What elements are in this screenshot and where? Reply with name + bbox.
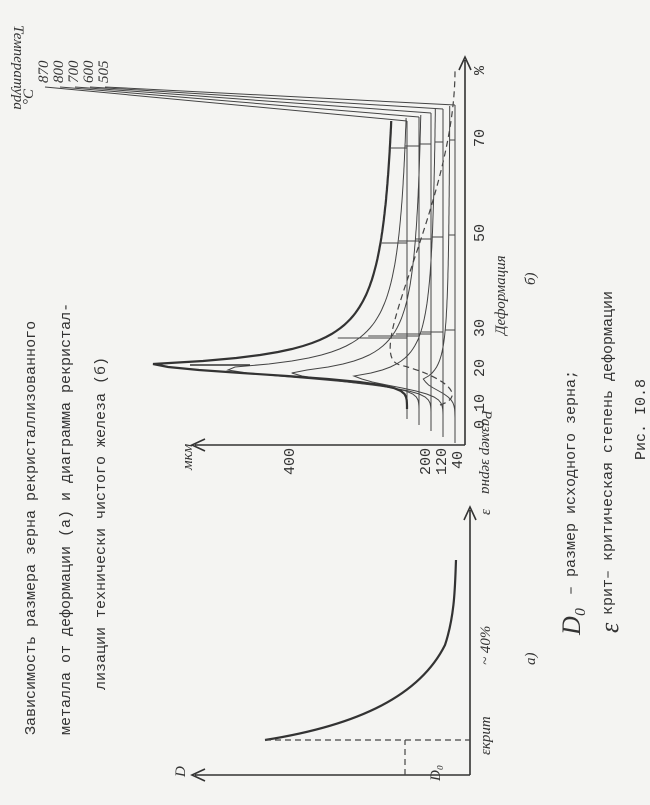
temperature-label: 505 [96,60,112,83]
layer-curve [152,120,409,409]
layer-connector [59,86,420,118]
x-tick-label: % [472,65,489,75]
critical-label: εкрит [478,716,494,755]
x-tick-label: 30 [472,319,489,337]
x-tick-label: 70 [472,129,489,147]
layer-curve [352,109,444,427]
figure-label: а) [523,653,539,666]
legend-text: – размер исходного зерна; [563,370,580,595]
y-tick-label: 400 [282,448,299,475]
y-tick-label: 200 [418,448,435,475]
curve-a [264,559,458,742]
legend-text: крит– критическая степень деформации [600,291,617,615]
temperature-label: 800 [51,60,67,83]
approx-label: ~ 40% [478,626,494,665]
y-tick-label: 40 [450,451,467,469]
axis-label: ε [478,509,494,515]
x-title: Деформация [493,255,509,337]
axis-eps [463,505,477,775]
x-tick-label: 20 [472,359,489,377]
title-line: лизации технически чистого железа (б) [93,357,110,690]
layer-connector [44,86,408,122]
x-tick-label: 50 [472,224,489,242]
caption: Рис. I0.8 [633,379,650,460]
temperature-label: 600 [81,60,97,83]
title-line: металла от деформации (а) и диаграмма ре… [58,303,75,735]
temperature-unit: °C [21,88,37,105]
title-line: Зависимость размера зерна рекристаллизов… [23,321,40,735]
temperature-label: 700 [66,60,82,83]
y-tick-label: 120 [434,448,451,475]
legend-symbol: ε [595,622,624,633]
dashed-guides [265,739,470,775]
y-unit: мкм [180,443,196,471]
layer-connector [89,86,444,110]
figure-label: б) [523,272,539,285]
axis-d [190,768,470,782]
temperature-label: 870 [36,60,52,83]
layer-curve [226,117,420,415]
layer-connector [104,86,456,106]
x-tick-label: 10 [472,394,489,412]
layer-curve [422,106,456,433]
temperature-title: Температура [10,25,26,110]
axis-label: D [173,766,189,778]
legend-symbol: D₀ [557,607,586,636]
critical-dashed [389,69,456,406]
rotated-content: Зависимость размера зерна рекристаллизов… [10,25,650,782]
layer-connector [74,86,432,114]
d0-label: D₀ [428,765,444,782]
axis-deformation [458,55,472,445]
y-title: Размер зерна [478,409,494,494]
recrystallization-diagram [44,55,472,452]
x-tick-label: 0 [472,420,489,429]
axis-size [190,438,465,452]
